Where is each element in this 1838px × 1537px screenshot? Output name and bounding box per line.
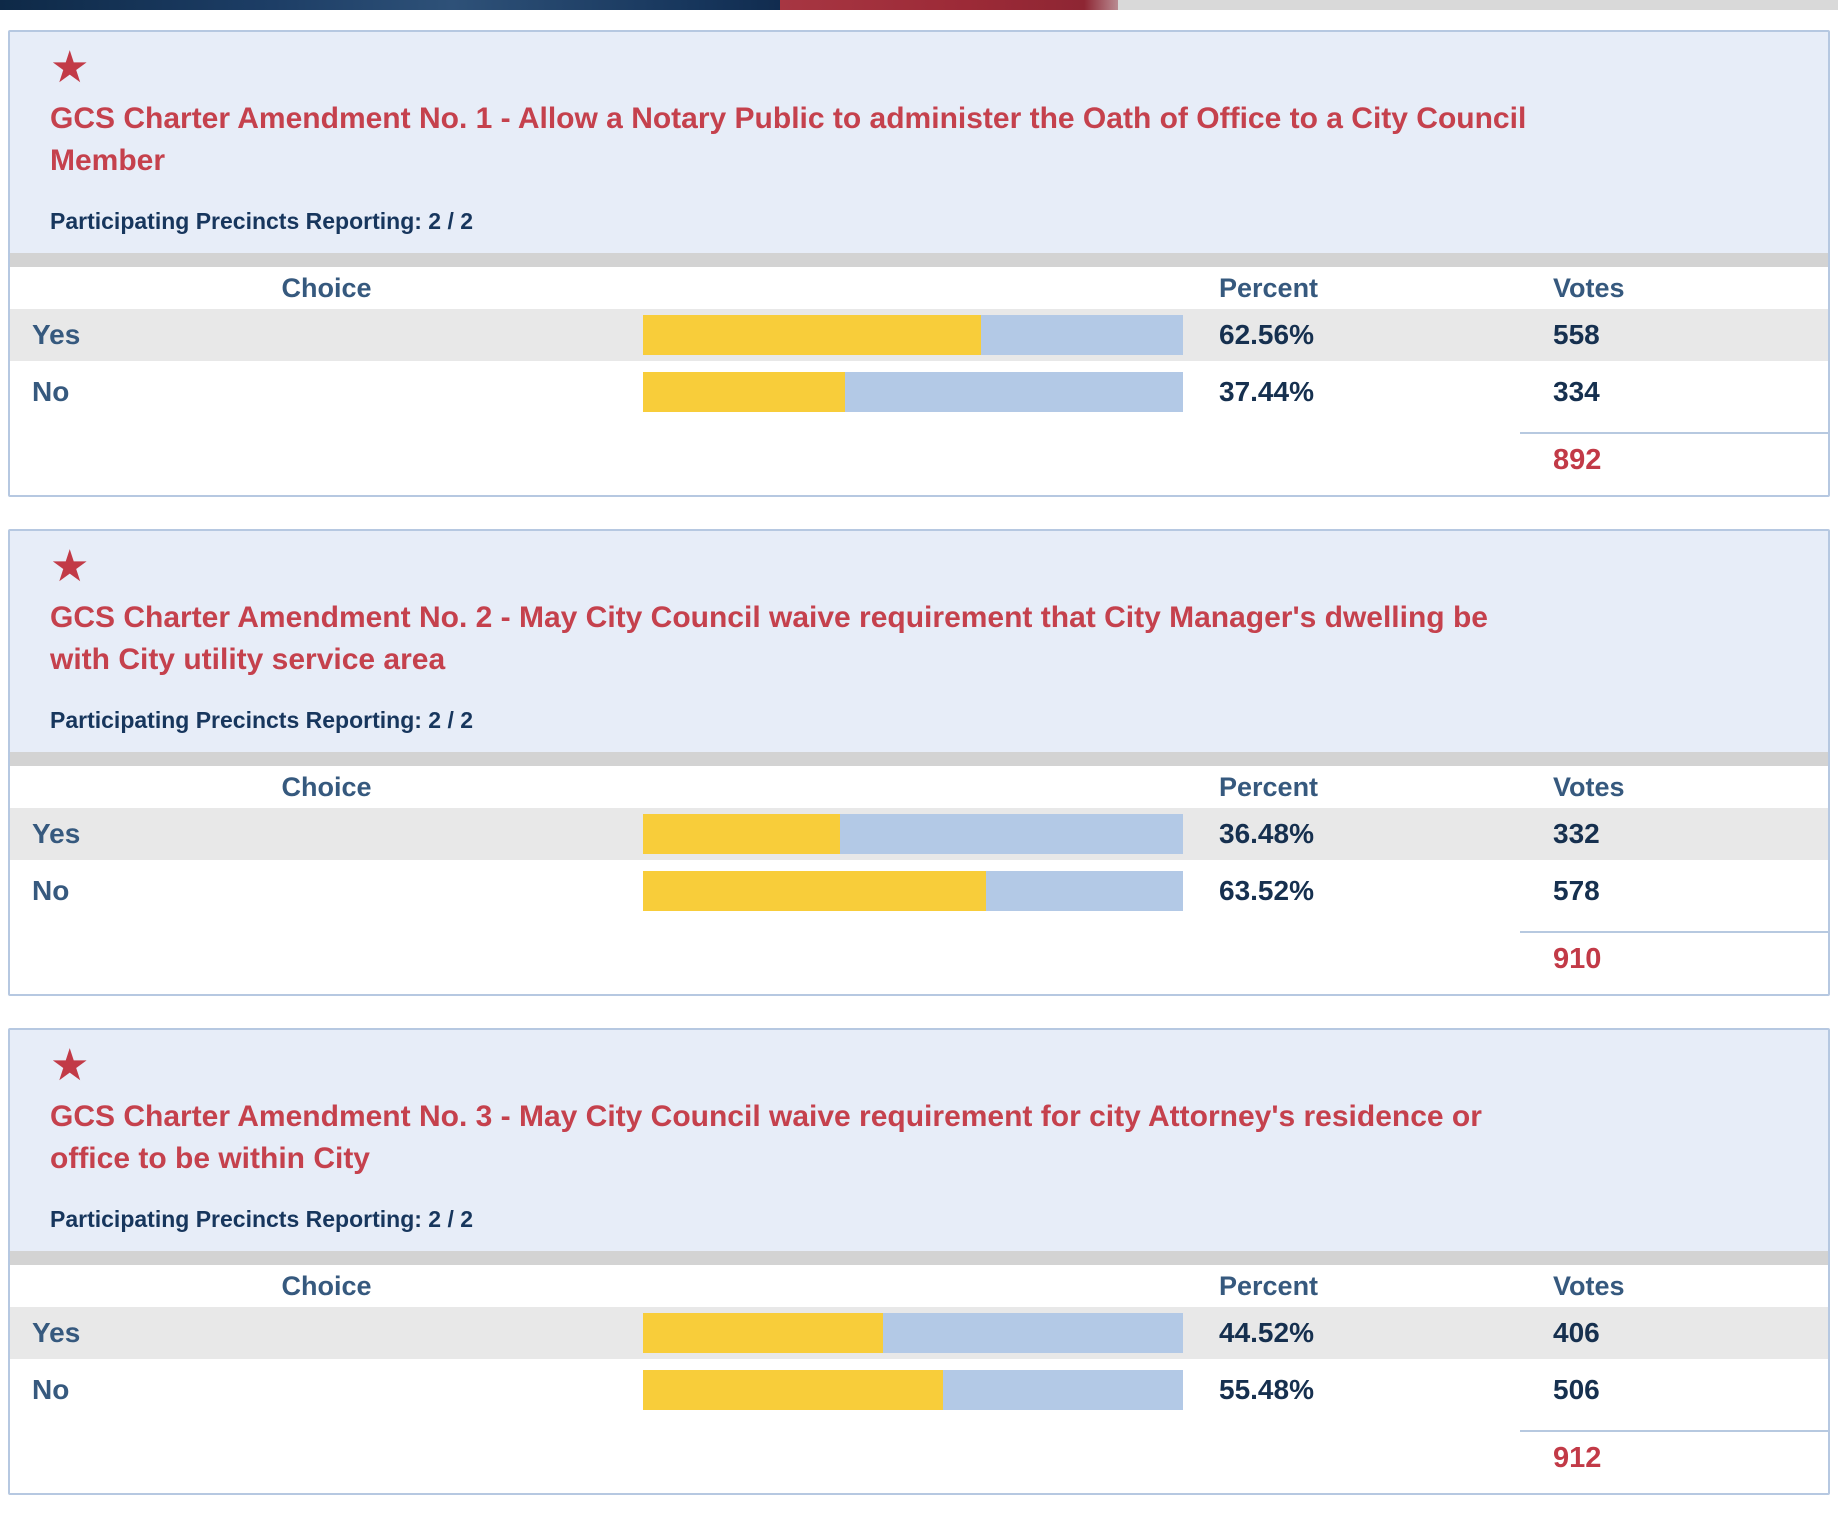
result-bar bbox=[643, 315, 1183, 355]
result-bar bbox=[643, 372, 1183, 412]
bar-cell bbox=[643, 1370, 1183, 1410]
votes-value: 334 bbox=[1553, 376, 1600, 407]
choice-label: No bbox=[32, 1374, 70, 1405]
top-progress-strip bbox=[0, 0, 1838, 10]
result-bar-fill bbox=[643, 1370, 943, 1410]
result-bar-fill bbox=[643, 315, 981, 355]
percent-value: 44.52% bbox=[1219, 1317, 1314, 1348]
contest-header: ★ GCS Charter Amendment No. 1 - Allow a … bbox=[10, 32, 1828, 253]
table-top-band bbox=[10, 752, 1828, 766]
star-icon: ★ bbox=[50, 43, 90, 92]
result-bar-fill bbox=[643, 1313, 884, 1353]
top-strip-gray-segment bbox=[1118, 0, 1838, 10]
result-row-yes: Yes 62.56% 558 bbox=[10, 309, 1828, 361]
result-row-yes: Yes 44.52% 406 bbox=[10, 1307, 1828, 1359]
column-header-votes: Votes bbox=[1553, 272, 1625, 303]
column-header-votes: Votes bbox=[1553, 771, 1625, 802]
precincts-reporting: Participating Precincts Reporting: 2 / 2 bbox=[50, 1206, 474, 1232]
result-bar-fill bbox=[643, 871, 986, 911]
contest-title: GCS Charter Amendment No. 3 - May City C… bbox=[50, 1100, 1482, 1175]
panel-footer-spacer bbox=[10, 980, 1828, 994]
column-header-percent: Percent bbox=[1219, 1270, 1319, 1301]
table-header-row: Choice Percent Votes bbox=[10, 267, 1828, 309]
choice-label: Yes bbox=[32, 319, 81, 350]
column-header-percent: Percent bbox=[1219, 771, 1319, 802]
election-results-page: ★ GCS Charter Amendment No. 1 - Allow a … bbox=[0, 10, 1838, 1537]
votes-value: 558 bbox=[1553, 319, 1600, 350]
votes-value: 406 bbox=[1553, 1317, 1600, 1348]
table-top-band bbox=[10, 1251, 1828, 1265]
total-row: 912 bbox=[10, 1430, 1828, 1479]
star-icon: ★ bbox=[50, 1041, 90, 1090]
contest-title: GCS Charter Amendment No. 2 - May City C… bbox=[50, 601, 1488, 676]
choice-label: No bbox=[32, 875, 70, 906]
panel-footer-spacer bbox=[10, 481, 1828, 495]
result-bar bbox=[643, 1313, 1183, 1353]
column-header-percent: Percent bbox=[1219, 272, 1319, 303]
total-row: 910 bbox=[10, 931, 1828, 980]
bar-cell bbox=[643, 315, 1183, 355]
total-row: 892 bbox=[10, 432, 1828, 481]
votes-value: 332 bbox=[1553, 818, 1600, 849]
contest-panel-3: ★ GCS Charter Amendment No. 3 - May City… bbox=[8, 1028, 1830, 1495]
column-header-votes: Votes bbox=[1553, 1270, 1625, 1301]
bar-cell bbox=[643, 814, 1183, 854]
percent-value: 62.56% bbox=[1219, 319, 1314, 350]
result-bar bbox=[643, 814, 1183, 854]
panel-footer-spacer bbox=[10, 1479, 1828, 1493]
result-row-no: No 37.44% 334 bbox=[10, 366, 1828, 418]
total-votes: 910 bbox=[1520, 931, 1828, 980]
percent-value: 36.48% bbox=[1219, 818, 1314, 849]
precincts-reporting: Participating Precincts Reporting: 2 / 2 bbox=[50, 707, 474, 733]
table-header-row: Choice Percent Votes bbox=[10, 766, 1828, 808]
percent-value: 55.48% bbox=[1219, 1374, 1314, 1405]
result-bar bbox=[643, 1370, 1183, 1410]
table-top-band bbox=[10, 253, 1828, 267]
star-icon: ★ bbox=[50, 542, 90, 591]
contest-title: GCS Charter Amendment No. 1 - Allow a No… bbox=[50, 102, 1527, 177]
result-bar bbox=[643, 871, 1183, 911]
column-header-choice: Choice bbox=[281, 771, 372, 802]
contest-panel-2: ★ GCS Charter Amendment No. 2 - May City… bbox=[8, 529, 1830, 996]
top-strip-navy-segment bbox=[0, 0, 780, 10]
contest-header: ★ GCS Charter Amendment No. 2 - May City… bbox=[10, 531, 1828, 752]
result-bar-fill bbox=[643, 372, 846, 412]
table-header-row: Choice Percent Votes bbox=[10, 1265, 1828, 1307]
percent-value: 37.44% bbox=[1219, 376, 1314, 407]
choice-label: Yes bbox=[32, 1317, 81, 1348]
votes-value: 506 bbox=[1553, 1374, 1600, 1405]
result-row-no: No 55.48% 506 bbox=[10, 1364, 1828, 1416]
percent-value: 63.52% bbox=[1219, 875, 1314, 906]
choice-label: Yes bbox=[32, 818, 81, 849]
bar-cell bbox=[643, 871, 1183, 911]
total-votes: 892 bbox=[1520, 432, 1828, 481]
column-header-choice: Choice bbox=[281, 272, 372, 303]
bar-cell bbox=[643, 1313, 1183, 1353]
result-row-yes: Yes 36.48% 332 bbox=[10, 808, 1828, 860]
choice-label: No bbox=[32, 376, 70, 407]
total-votes: 912 bbox=[1520, 1430, 1828, 1479]
column-header-choice: Choice bbox=[281, 1270, 372, 1301]
votes-value: 578 bbox=[1553, 875, 1600, 906]
result-row-no: No 63.52% 578 bbox=[10, 865, 1828, 917]
contest-panel-1: ★ GCS Charter Amendment No. 1 - Allow a … bbox=[8, 30, 1830, 497]
precincts-reporting: Participating Precincts Reporting: 2 / 2 bbox=[50, 208, 474, 234]
result-bar-fill bbox=[643, 814, 840, 854]
bar-cell bbox=[643, 372, 1183, 412]
contest-header: ★ GCS Charter Amendment No. 3 - May City… bbox=[10, 1030, 1828, 1251]
top-strip-red-segment bbox=[780, 0, 1118, 10]
